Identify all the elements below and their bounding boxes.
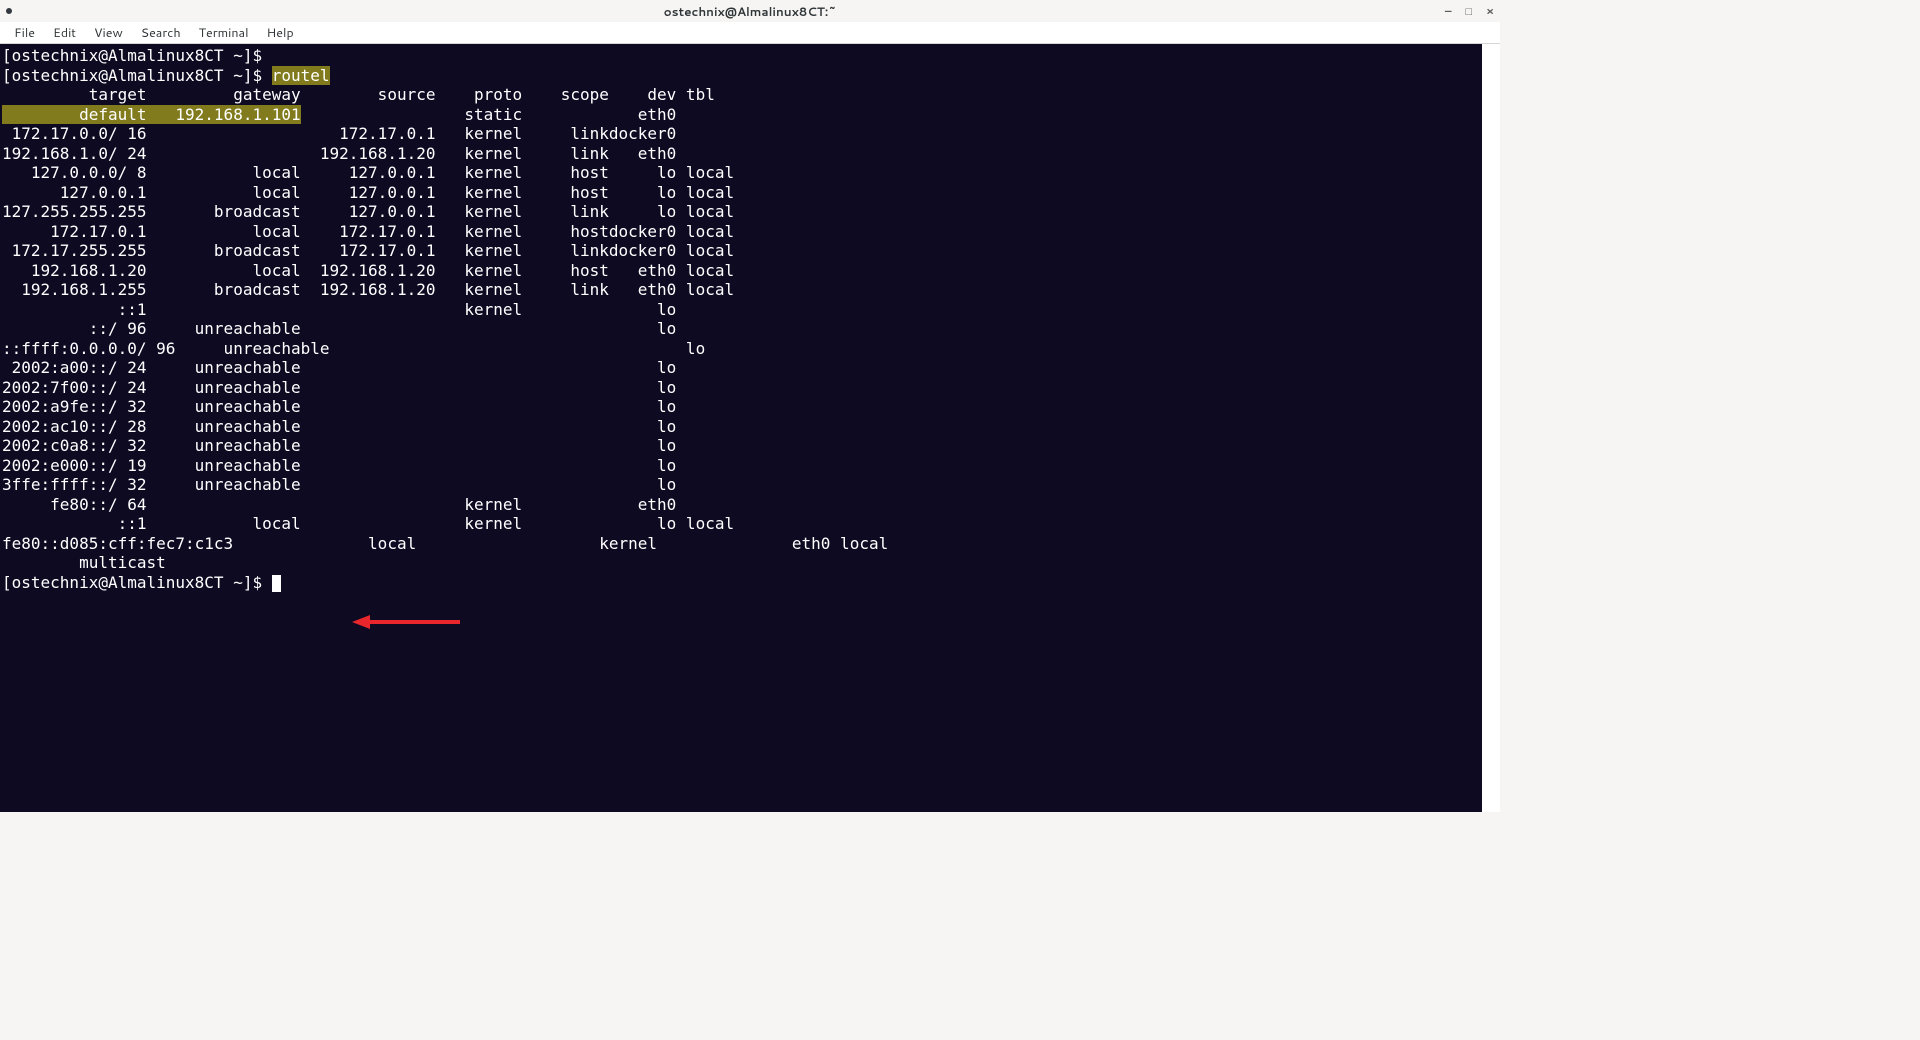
terminal-output[interactable]: [ostechnix@Almalinux8CT ~]$ [ostechnix@A… (0, 44, 1482, 594)
menu-edit[interactable]: Edit (45, 22, 84, 44)
terminal-area[interactable]: [ostechnix@Almalinux8CT ~]$ [ostechnix@A… (0, 44, 1500, 812)
menu-search[interactable]: Search (133, 22, 189, 44)
close-button[interactable]: × (1486, 3, 1494, 19)
app-indicator-icon (6, 8, 12, 14)
menu-help[interactable]: Help (259, 22, 302, 44)
window-title: ostechnix@Almalinux8CT:~ (664, 3, 837, 20)
menu-terminal[interactable]: Terminal (191, 22, 257, 44)
titlebar: ostechnix@Almalinux8CT:~ – □ × (0, 0, 1500, 22)
window-controls: – □ × (1445, 0, 1494, 22)
maximize-button[interactable]: □ (1465, 3, 1472, 19)
menubar: File Edit View Search Terminal Help (0, 22, 1500, 44)
menu-view[interactable]: View (86, 22, 131, 44)
minimize-button[interactable]: – (1445, 3, 1452, 19)
annotation-arrow-icon (0, 594, 1500, 812)
menu-file[interactable]: File (6, 22, 43, 44)
